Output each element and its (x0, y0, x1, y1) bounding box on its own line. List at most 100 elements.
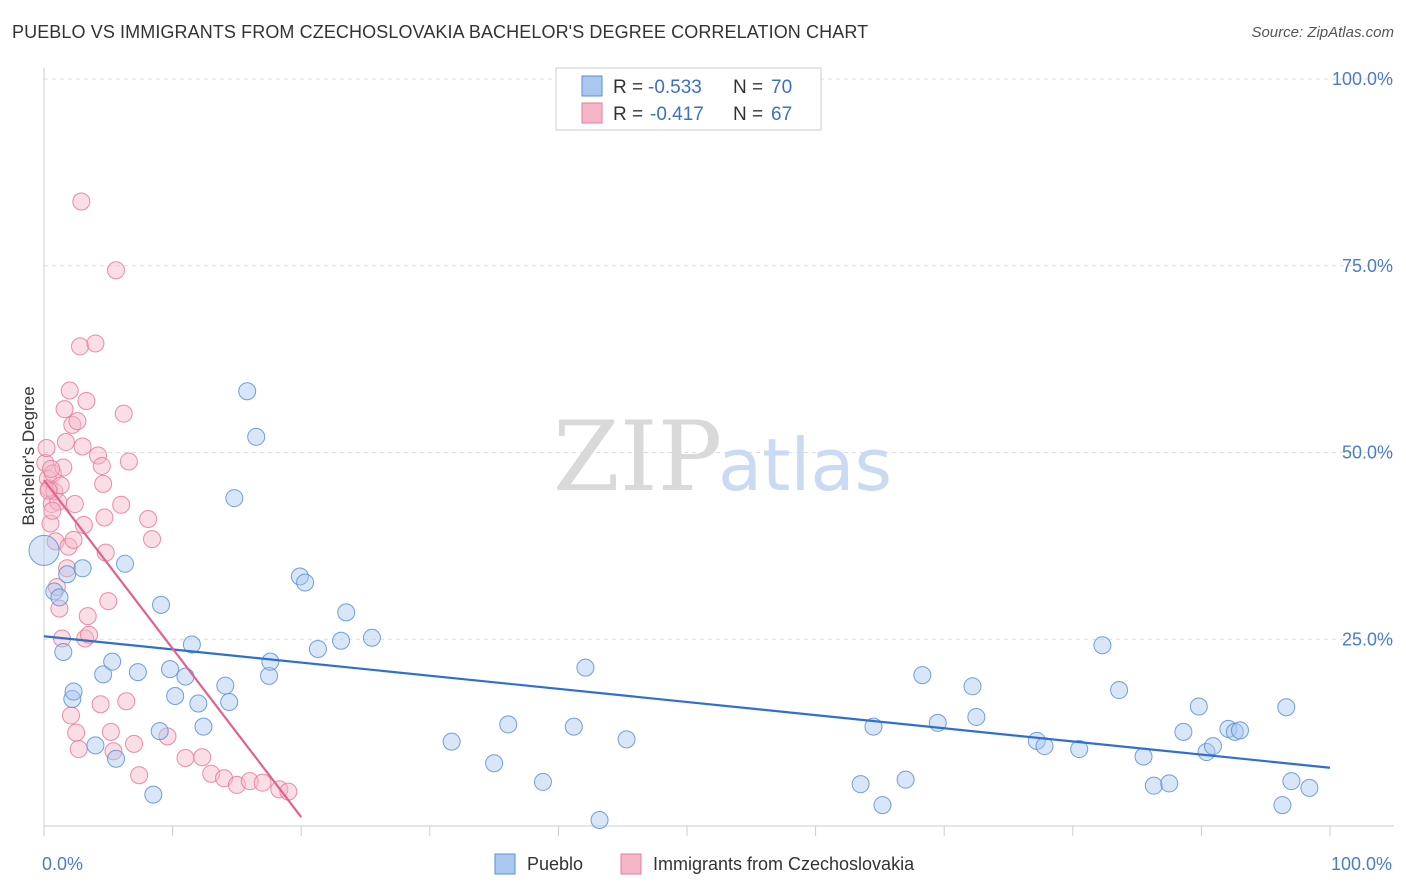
x-tick-label-max: 100.0% (1331, 854, 1392, 874)
pueblo-point-29 (261, 652, 280, 671)
pueblo-point-40 (564, 717, 583, 736)
y-tick-label-2: 75.0% (1342, 256, 1393, 276)
czech-point-40 (95, 508, 114, 527)
bottom-legend-swatch-czech (620, 853, 642, 875)
czech-point-35 (86, 334, 105, 353)
legend-n-label-czech: N = (733, 104, 763, 125)
pueblo-point-7 (73, 559, 92, 578)
chart-title: PUEBLO VS IMMIGRANTS FROM CZECHOSLOVAKIA… (12, 22, 869, 42)
czech-point-20 (62, 706, 81, 725)
czech-point-37 (91, 695, 110, 714)
czech-point-64 (39, 481, 58, 500)
czech-point-50 (125, 734, 144, 753)
czech-point-1 (37, 439, 56, 458)
watermark-zip: ZIP (553, 401, 722, 513)
pueblo-point-6 (64, 682, 83, 701)
watermark-atlas: atlas (718, 423, 892, 507)
pueblo-point-28 (260, 666, 279, 685)
bottom-legend-swatch-pueblo (494, 853, 516, 875)
pueblo-point-21 (189, 694, 208, 713)
bottom-legend: Pueblo Immigrants from Czechoslovakia (494, 853, 915, 875)
czech-point-42 (99, 592, 118, 611)
pueblo-point-15 (150, 722, 169, 741)
pueblo-point-1 (45, 582, 64, 601)
y-tick-label-1: 50.0% (1342, 443, 1393, 463)
pueblo-point-19 (176, 667, 195, 686)
czech-point-47 (114, 404, 133, 423)
pueblo-point-24 (220, 692, 239, 711)
legend-r-value-czech: -0.417 (650, 104, 704, 125)
czech-point-45 (107, 261, 126, 280)
pueblo-points (28, 382, 1319, 830)
czech-point-23 (65, 495, 84, 514)
czech-point-28 (72, 192, 91, 211)
legend-n-value-czech: 67 (771, 104, 792, 125)
bottom-legend-label-pueblo: Pueblo (527, 854, 583, 874)
czech-point-33 (78, 607, 97, 626)
pueblo-point-31 (296, 573, 315, 592)
pueblo-point-18 (166, 687, 185, 706)
czech-point-27 (71, 337, 90, 356)
x-tick-label-min: 0.0% (42, 854, 83, 874)
pueblo-point-30 (290, 567, 309, 586)
source-label: Source: ZipAtlas.com (1251, 24, 1394, 41)
pueblo-point-3 (54, 642, 73, 661)
y-axis-label: Bachelor's Degree (19, 386, 38, 525)
pueblo-point-13 (128, 663, 147, 682)
pueblo-point-35 (362, 628, 381, 647)
pueblo-point-16 (152, 595, 171, 614)
legend-r-label-czech: R = (613, 104, 643, 125)
czech-point-34 (80, 625, 99, 644)
y-tick-label-0: 25.0% (1342, 629, 1393, 649)
pueblo-point-4 (58, 565, 77, 584)
czech-point-65 (42, 459, 61, 478)
pueblo-point-51 (967, 707, 986, 726)
czech-point-16 (56, 433, 75, 452)
pueblo-point-26 (238, 382, 257, 401)
czech-trend-line (43, 479, 303, 818)
pueblo-point-55 (1093, 636, 1112, 655)
pueblo-point-56 (1110, 681, 1129, 700)
czech-point-29 (73, 437, 92, 456)
czech-point-51 (130, 766, 149, 785)
czech-point-15 (55, 400, 74, 419)
pueblo-point-38 (499, 715, 518, 734)
czech-point-32 (77, 391, 96, 410)
pueblo-point-0 (28, 534, 60, 566)
pueblo-point-54 (1070, 740, 1089, 759)
bottom-legend-label-czech: Immigrants from Czechoslovakia (653, 854, 915, 874)
pueblo-point-66 (1230, 721, 1249, 740)
legend: R = -0.533 N = 70 R = -0.417 N = 67 (555, 67, 822, 131)
pueblo-point-47 (896, 770, 915, 789)
czech-point-56 (193, 748, 212, 767)
czech-point-48 (117, 692, 136, 711)
y-tick-label-3: 100.0% (1332, 69, 1393, 89)
legend-r-value-pueblo: -0.533 (648, 77, 702, 98)
czech-point-55 (176, 749, 195, 768)
pueblo-point-9 (94, 665, 113, 684)
pueblo-point-44 (851, 775, 870, 794)
pueblo-point-12 (116, 554, 135, 573)
czech-point-53 (143, 530, 162, 549)
czech-point-43 (101, 722, 120, 741)
pueblo-point-41 (576, 658, 595, 677)
pueblo-point-61 (1189, 697, 1208, 716)
czech-point-26 (69, 740, 88, 759)
czech-point-39 (94, 474, 113, 493)
pueblo-point-46 (873, 796, 892, 815)
czech-point-36 (89, 446, 108, 465)
czech-point-22 (64, 530, 83, 549)
y-tick-labels: 25.0% 50.0% 75.0% 100.0% (1332, 69, 1393, 649)
pueblo-point-20 (182, 635, 201, 654)
pueblo-point-11 (107, 749, 126, 768)
pueblo-point-14 (144, 785, 163, 804)
czech-point-61 (253, 773, 272, 792)
pueblo-point-50 (963, 677, 982, 696)
czech-point-24 (67, 723, 86, 742)
czech-point-60 (240, 772, 259, 791)
pueblo-point-42 (590, 811, 609, 830)
czech-point-49 (119, 452, 138, 471)
pueblo-point-60 (1174, 722, 1193, 741)
watermark: ZIP atlas (553, 401, 892, 513)
